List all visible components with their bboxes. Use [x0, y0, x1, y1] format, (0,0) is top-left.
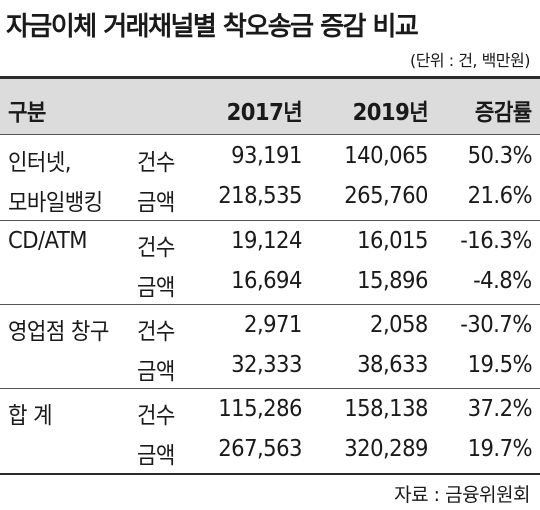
- group-label-internet-line1: 인터넷,: [8, 150, 71, 176]
- cell-cdatm-amount-2019: 15,896: [357, 268, 428, 294]
- divider-group-3: [0, 388, 540, 389]
- header-2019: 2019년: [352, 100, 428, 126]
- cell-internet-amount-2019: 265,760: [344, 183, 428, 209]
- cell-internet-count-2017: 93,191: [231, 143, 302, 169]
- cell-branch-count-change: -30.7%: [460, 312, 532, 338]
- row-label-amount: 금액: [137, 275, 175, 301]
- divider-header: [0, 134, 540, 135]
- row-label-count: 건수: [137, 319, 175, 345]
- group-label-total: 합 계: [8, 403, 53, 429]
- cell-total-count-2019: 158,138: [344, 396, 428, 422]
- cell-total-amount-change: 19.7%: [467, 436, 533, 462]
- cell-cdatm-count-2019: 16,015: [357, 228, 428, 254]
- cell-total-count-change: 37.2%: [467, 396, 533, 422]
- unit-note: (단위 : 건, 백만원): [409, 51, 531, 70]
- cell-cdatm-count-change: -16.3%: [460, 228, 532, 254]
- cell-cdatm-amount-2017: 16,694: [231, 268, 302, 294]
- row-label-amount: 금액: [137, 190, 175, 216]
- row-label-amount: 금액: [137, 443, 175, 469]
- header-band: [0, 79, 540, 134]
- cell-cdatm-amount-change: -4.8%: [473, 268, 532, 294]
- bottom-rule: [0, 473, 540, 475]
- chart-title: 자금이체 거래채널별 착오송금 증감 비교: [6, 12, 419, 42]
- cell-internet-amount-2017: 218,535: [218, 183, 302, 209]
- source-note: 자료 : 금융위원회: [394, 484, 530, 506]
- cell-internet-amount-change: 21.6%: [467, 183, 533, 209]
- divider-group-1: [0, 220, 540, 221]
- header-2017: 2017년: [226, 100, 302, 126]
- row-label-amount: 금액: [137, 359, 175, 385]
- cell-total-amount-2017: 267,563: [218, 436, 302, 462]
- cell-branch-count-2019: 2,058: [370, 312, 428, 338]
- cell-internet-count-change: 50.3%: [467, 143, 533, 169]
- cell-total-count-2017: 115,286: [218, 396, 302, 422]
- cell-internet-count-2019: 140,065: [344, 143, 428, 169]
- group-label-branch: 영업점 창구: [8, 319, 109, 345]
- cell-cdatm-count-2017: 19,124: [231, 228, 302, 254]
- header-category: 구분: [8, 100, 46, 126]
- cell-branch-amount-change: 19.5%: [467, 352, 533, 378]
- cell-branch-amount-2019: 38,633: [357, 352, 428, 378]
- group-label-cdatm: CD/ATM: [8, 228, 87, 254]
- header-change: 증감률: [475, 100, 532, 126]
- cell-branch-amount-2017: 32,333: [231, 352, 302, 378]
- top-rule: [0, 76, 540, 79]
- row-label-count: 건수: [137, 403, 175, 429]
- cell-total-amount-2019: 320,289: [344, 436, 428, 462]
- row-label-count: 건수: [137, 235, 175, 261]
- cell-branch-count-2017: 2,971: [244, 312, 302, 338]
- group-label-internet-line2: 모바일뱅킹: [8, 190, 103, 216]
- row-label-count: 건수: [137, 150, 175, 176]
- divider-group-2: [0, 304, 540, 305]
